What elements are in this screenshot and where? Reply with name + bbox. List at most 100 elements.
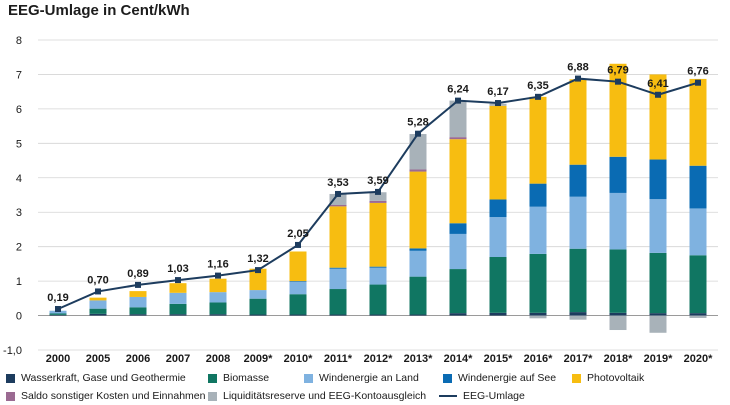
legend-label: Windenergie auf See (458, 372, 557, 384)
bar-segment-windenergie-auf-see (409, 248, 427, 251)
x-tick-label: 2005 (86, 353, 110, 365)
bar-segment-saldo-sonstiger-kosten-und-einnahmen (369, 200, 387, 203)
bar-segment-windenergie-auf-see (369, 266, 387, 268)
data-label: 1,16 (207, 259, 228, 271)
bar-segment-photovoltaik (609, 63, 627, 157)
bar-segment-windenergie-auf-see (449, 223, 467, 234)
x-tick-label: 2000 (46, 353, 70, 365)
bar-segment-windenergie-an-land (49, 310, 67, 314)
bar-segment-liquidit-tsreserve-und-eeg-kontoausgleich (649, 315, 667, 333)
x-tick-label: 2015* (484, 353, 513, 365)
bar-segment-wasserkraft-gase-und-geothermie (89, 313, 107, 316)
bar-segment-windenergie-an-land (689, 208, 707, 256)
bar-segment-photovoltaik (89, 297, 107, 301)
bar-segment-photovoltaik (369, 202, 387, 267)
data-label: 0,89 (127, 268, 148, 280)
bar-segment-windenergie-an-land (569, 196, 587, 249)
bar-segment-saldo-sonstiger-kosten-und-einnahmen (449, 137, 467, 140)
x-tick-label: 2016* (524, 353, 553, 365)
bar-segment-liquidit-tsreserve-und-eeg-kontoausgleich (689, 315, 707, 318)
eeg-umlage-point (375, 188, 381, 195)
bar-segment-photovoltaik (689, 78, 707, 166)
bar-segment-liquidit-tsreserve-und-eeg-kontoausgleich (609, 315, 627, 331)
x-tick-label: 2006 (126, 353, 150, 365)
eeg-umlage-point (335, 190, 341, 197)
bar-segment-wasserkraft-gase-und-geothermie (649, 313, 667, 316)
bar-segment-biomasse (289, 294, 307, 315)
bar-segment-wasserkraft-gase-und-geothermie (129, 314, 147, 316)
x-tick-label: 2014* (444, 353, 473, 365)
y-tick-label: 1 (16, 276, 22, 288)
bar-segment-windenergie-an-land (249, 290, 267, 299)
x-tick-label: 2010* (284, 353, 313, 365)
bar-segment-windenergie-an-land (609, 192, 627, 250)
legend-item: Windenergie an Land (304, 372, 419, 384)
bar-segment-windenergie-auf-see (609, 156, 627, 193)
bar-segment-photovoltaik (489, 105, 507, 200)
bar-segment-saldo-sonstiger-kosten-und-einnahmen (409, 169, 427, 172)
bar-segment-biomasse (689, 255, 707, 314)
bar-segment-windenergie-auf-see (329, 267, 347, 269)
eeg-umlage-point (55, 306, 61, 313)
x-tick-label: 2012* (364, 353, 393, 365)
data-label: 1,03 (167, 263, 188, 275)
eeg-umlage-point (215, 272, 221, 279)
bar-segment-photovoltaik (169, 283, 187, 293)
chart-title: EEG-Umlage in Cent/kWh (8, 2, 190, 19)
data-label: 3,53 (327, 177, 348, 189)
legend-swatch (208, 373, 217, 383)
bar-segment-windenergie-an-land (129, 296, 147, 308)
legend-swatch (6, 373, 15, 383)
bar-segment-liquidit-tsreserve-und-eeg-kontoausgleich (409, 134, 427, 170)
x-tick-label: 2020* (684, 353, 713, 365)
chart-plot: -1,0 0 1 2 3 4 5 6 7 8 0,19 0,70 0,89 1,03 1,16 1,32 2,0… (3, 35, 718, 365)
bar-segment-wasserkraft-gase-und-geothermie (529, 312, 547, 316)
y-tick-label: 4 (16, 173, 22, 185)
eeg-umlage-point (575, 75, 581, 82)
x-tick-label: 2013* (404, 353, 433, 365)
bar-segment-windenergie-an-land (489, 217, 507, 257)
y-tick-label: 2 (16, 242, 22, 254)
eeg-umlage-point (415, 130, 421, 137)
bar-segment-wasserkraft-gase-und-geothermie (569, 312, 587, 316)
bar-segment-windenergie-auf-see (569, 164, 587, 197)
bar-segment-photovoltaik (649, 74, 667, 160)
bar-segment-windenergie-an-land (329, 268, 347, 290)
bar-segment-negative-extra (569, 315, 587, 320)
bar-segment-wasserkraft-gase-und-geothermie (49, 314, 67, 316)
eeg-umlage-point (295, 241, 301, 248)
bar-segment-photovoltaik (249, 268, 267, 291)
bar-segment-biomasse (609, 249, 627, 313)
eeg-umlage-point (255, 267, 261, 274)
bar-segment-photovoltaik (409, 171, 427, 249)
bar-segment-biomasse (129, 307, 147, 315)
bar-segment-negative-extra (529, 315, 547, 319)
bar-segment-windenergie-an-land (649, 199, 667, 253)
data-label: 6,24 (447, 84, 469, 96)
bar-segment-wasserkraft-gase-und-geothermie (689, 313, 707, 316)
data-label: 6,76 (687, 66, 708, 78)
bar-segment-photovoltaik (329, 206, 347, 268)
data-label: 6,35 (527, 80, 548, 92)
data-label: 6,88 (567, 62, 588, 74)
bar-segment-windenergie-auf-see (649, 159, 667, 200)
legend-label: Windenergie an Land (319, 372, 419, 384)
bar-segment-wasserkraft-gase-und-geothermie (489, 312, 507, 316)
legend-swatch (439, 395, 457, 397)
bar-segment-windenergie-an-land (409, 250, 427, 277)
y-tick-label: 0 (16, 311, 22, 323)
bar-segment-biomasse (329, 289, 347, 315)
legend-item: Biomasse (208, 372, 269, 384)
eeg-umlage-point (655, 91, 661, 98)
bar-segment-windenergie-an-land (89, 300, 107, 309)
bar-segment-wasserkraft-gase-und-geothermie (409, 314, 427, 316)
legend-label: Wasserkraft, Gase und Geothermie (21, 372, 186, 384)
y-tick-label: -1,0 (3, 345, 22, 357)
y-tick-label: 8 (16, 35, 22, 47)
y-tick-label: 6 (16, 104, 22, 116)
bar-segment-liquidit-tsreserve-und-eeg-kontoausgleich (449, 100, 467, 138)
x-tick-label: 2007 (166, 353, 190, 365)
bar-segment-biomasse (209, 302, 227, 315)
legend-item: Liquiditätsreserve und EEG-Kontoausgleic… (208, 390, 426, 402)
bar-segment-windenergie-auf-see (689, 165, 707, 209)
